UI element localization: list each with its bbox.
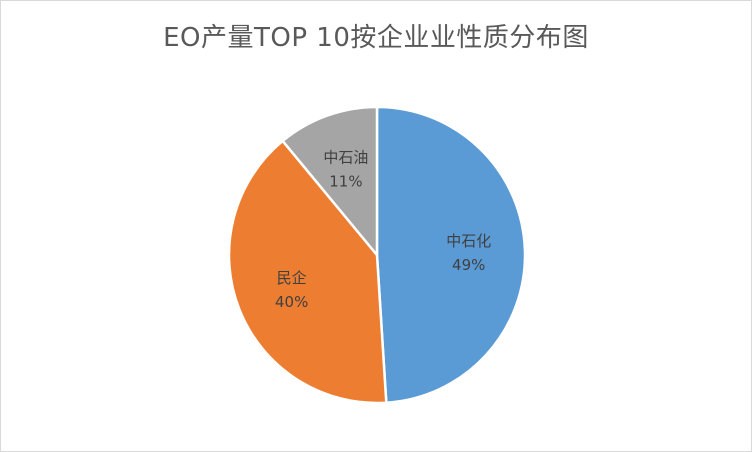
slice-name-label: 民企 [277, 269, 307, 287]
slice-percent-label: 49% [452, 256, 485, 274]
pie-slice-2 [281, 105, 379, 257]
slice-percent-label: 11% [329, 173, 362, 191]
pie-slices [227, 105, 527, 405]
chart-title: EO产量TOP 10按企业业性质分布图 [163, 23, 589, 53]
slice-percent-label: 40% [275, 293, 308, 311]
slice-name-label: 中石化 [446, 232, 491, 250]
pie-slice-1 [227, 139, 388, 405]
pie-slice-0 [375, 105, 527, 404]
pie-labels: 中石化 49% 民企 40% 中石油 11% [275, 149, 491, 311]
slice-name-label: 中石油 [323, 149, 368, 167]
